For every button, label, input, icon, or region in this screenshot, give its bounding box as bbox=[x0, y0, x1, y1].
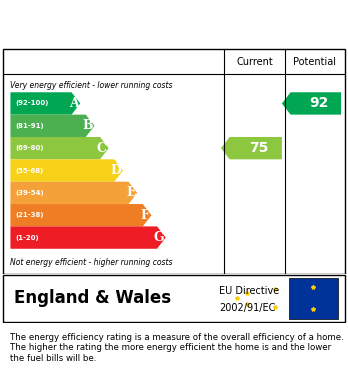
Bar bbox=[289, 278, 338, 319]
Text: (81-91): (81-91) bbox=[16, 123, 44, 129]
Text: (92-100): (92-100) bbox=[16, 100, 49, 106]
Polygon shape bbox=[10, 115, 94, 137]
Text: England & Wales: England & Wales bbox=[14, 289, 171, 307]
Polygon shape bbox=[10, 226, 166, 249]
Text: E: E bbox=[126, 187, 135, 199]
Text: D: D bbox=[110, 164, 121, 177]
Text: Not energy efficient - higher running costs: Not energy efficient - higher running co… bbox=[10, 258, 173, 267]
Text: The energy efficiency rating is a measure of the overall efficiency of a home. T: The energy efficiency rating is a measur… bbox=[10, 333, 344, 362]
Polygon shape bbox=[10, 92, 80, 115]
Text: 2002/91/EC: 2002/91/EC bbox=[219, 303, 276, 313]
Polygon shape bbox=[10, 160, 123, 182]
Text: G: G bbox=[153, 231, 164, 244]
Text: (39-54): (39-54) bbox=[16, 190, 44, 196]
Text: Potential: Potential bbox=[293, 57, 337, 66]
Text: Energy Efficiency Rating: Energy Efficiency Rating bbox=[10, 14, 258, 32]
Polygon shape bbox=[221, 137, 282, 160]
Polygon shape bbox=[10, 204, 151, 226]
Text: Current: Current bbox=[237, 57, 273, 66]
Text: C: C bbox=[97, 142, 107, 155]
Text: (55-68): (55-68) bbox=[16, 167, 44, 174]
Text: 75: 75 bbox=[250, 141, 269, 155]
Text: 92: 92 bbox=[310, 97, 329, 110]
Polygon shape bbox=[10, 137, 109, 160]
Text: A: A bbox=[69, 97, 78, 110]
Text: F: F bbox=[141, 209, 150, 222]
Text: B: B bbox=[82, 119, 93, 132]
Polygon shape bbox=[10, 182, 137, 204]
Text: (69-80): (69-80) bbox=[16, 145, 44, 151]
Text: Very energy efficient - lower running costs: Very energy efficient - lower running co… bbox=[10, 81, 173, 90]
Polygon shape bbox=[282, 92, 341, 115]
Text: (21-38): (21-38) bbox=[16, 212, 44, 218]
Text: (1-20): (1-20) bbox=[16, 235, 39, 240]
Text: EU Directive: EU Directive bbox=[219, 286, 279, 296]
